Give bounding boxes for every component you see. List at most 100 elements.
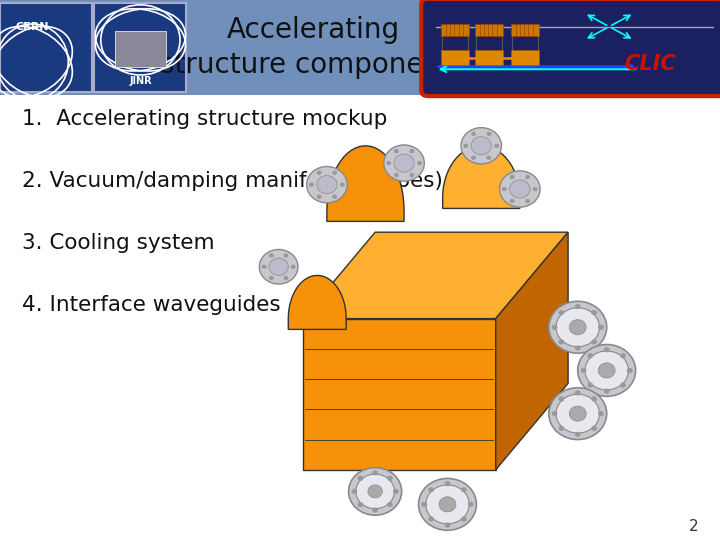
Circle shape xyxy=(428,487,434,492)
Polygon shape xyxy=(302,319,496,470)
Circle shape xyxy=(510,180,530,198)
Circle shape xyxy=(471,132,476,136)
Circle shape xyxy=(556,308,600,347)
Circle shape xyxy=(575,432,580,437)
Circle shape xyxy=(309,183,314,187)
Circle shape xyxy=(259,249,298,284)
Circle shape xyxy=(372,470,378,475)
Polygon shape xyxy=(443,146,520,208)
Circle shape xyxy=(461,487,467,492)
Circle shape xyxy=(351,489,357,494)
Circle shape xyxy=(387,476,392,481)
Circle shape xyxy=(502,187,507,191)
Circle shape xyxy=(358,476,364,481)
Circle shape xyxy=(559,426,564,431)
Circle shape xyxy=(559,310,564,315)
Circle shape xyxy=(393,489,399,494)
Circle shape xyxy=(332,194,337,199)
Circle shape xyxy=(262,265,266,269)
Circle shape xyxy=(487,156,491,160)
Circle shape xyxy=(317,194,322,199)
Circle shape xyxy=(598,325,604,330)
Circle shape xyxy=(418,478,477,530)
Circle shape xyxy=(284,276,288,280)
Circle shape xyxy=(627,368,633,373)
Circle shape xyxy=(585,351,629,390)
Circle shape xyxy=(426,485,469,524)
Circle shape xyxy=(510,175,515,179)
Circle shape xyxy=(384,145,424,181)
Bar xyxy=(511,24,539,36)
Circle shape xyxy=(620,353,626,359)
Bar xyxy=(475,24,503,36)
Circle shape xyxy=(604,389,610,394)
Bar xyxy=(115,31,166,66)
Circle shape xyxy=(556,394,600,433)
Circle shape xyxy=(348,468,402,515)
Text: 2: 2 xyxy=(689,518,698,534)
Circle shape xyxy=(410,173,414,177)
Circle shape xyxy=(620,382,626,388)
Circle shape xyxy=(368,485,382,498)
Circle shape xyxy=(444,523,451,528)
Circle shape xyxy=(487,132,491,136)
Circle shape xyxy=(307,166,347,203)
Circle shape xyxy=(356,474,395,509)
Circle shape xyxy=(591,426,597,431)
Circle shape xyxy=(575,346,580,350)
Circle shape xyxy=(394,149,399,153)
Bar xyxy=(0,3,92,92)
Circle shape xyxy=(580,368,586,373)
Circle shape xyxy=(500,171,540,207)
FancyBboxPatch shape xyxy=(421,0,720,96)
Bar xyxy=(475,50,503,65)
Circle shape xyxy=(468,502,474,507)
Circle shape xyxy=(394,154,414,172)
Circle shape xyxy=(471,137,491,155)
Bar xyxy=(0,0,720,95)
Circle shape xyxy=(269,258,288,275)
Circle shape xyxy=(284,253,288,258)
Circle shape xyxy=(604,347,610,352)
Circle shape xyxy=(552,411,557,416)
Circle shape xyxy=(525,175,530,179)
Circle shape xyxy=(570,406,586,421)
Text: 3. Cooling system: 3. Cooling system xyxy=(22,233,215,253)
Circle shape xyxy=(386,161,391,165)
Circle shape xyxy=(559,339,564,345)
Circle shape xyxy=(552,325,557,330)
Circle shape xyxy=(291,265,295,269)
Circle shape xyxy=(372,508,378,512)
Text: CERN: CERN xyxy=(16,22,49,32)
Circle shape xyxy=(575,304,580,309)
Circle shape xyxy=(598,411,604,416)
Circle shape xyxy=(591,339,597,345)
Text: Accelerating: Accelerating xyxy=(227,16,400,44)
Circle shape xyxy=(387,502,392,507)
Circle shape xyxy=(340,183,345,187)
Bar xyxy=(94,3,186,92)
Circle shape xyxy=(332,171,337,175)
Circle shape xyxy=(494,144,499,148)
Circle shape xyxy=(525,199,530,203)
Circle shape xyxy=(464,144,468,148)
Circle shape xyxy=(269,276,274,280)
Circle shape xyxy=(588,353,593,359)
Text: structure components: structure components xyxy=(160,51,467,79)
Polygon shape xyxy=(327,146,404,221)
Circle shape xyxy=(461,127,502,164)
Text: 1.  Accelerating structure mockup: 1. Accelerating structure mockup xyxy=(22,109,387,129)
Bar xyxy=(441,50,469,65)
Text: CLIC: CLIC xyxy=(624,53,676,73)
Polygon shape xyxy=(288,275,346,329)
Circle shape xyxy=(588,382,593,388)
Circle shape xyxy=(410,149,414,153)
Circle shape xyxy=(421,502,427,507)
Circle shape xyxy=(428,516,434,522)
Text: 2. Vacuum/damping manifold (2 types): 2. Vacuum/damping manifold (2 types) xyxy=(22,171,443,191)
Circle shape xyxy=(591,396,597,402)
Circle shape xyxy=(533,187,538,191)
Circle shape xyxy=(591,310,597,315)
Circle shape xyxy=(570,320,586,335)
Circle shape xyxy=(577,345,636,396)
